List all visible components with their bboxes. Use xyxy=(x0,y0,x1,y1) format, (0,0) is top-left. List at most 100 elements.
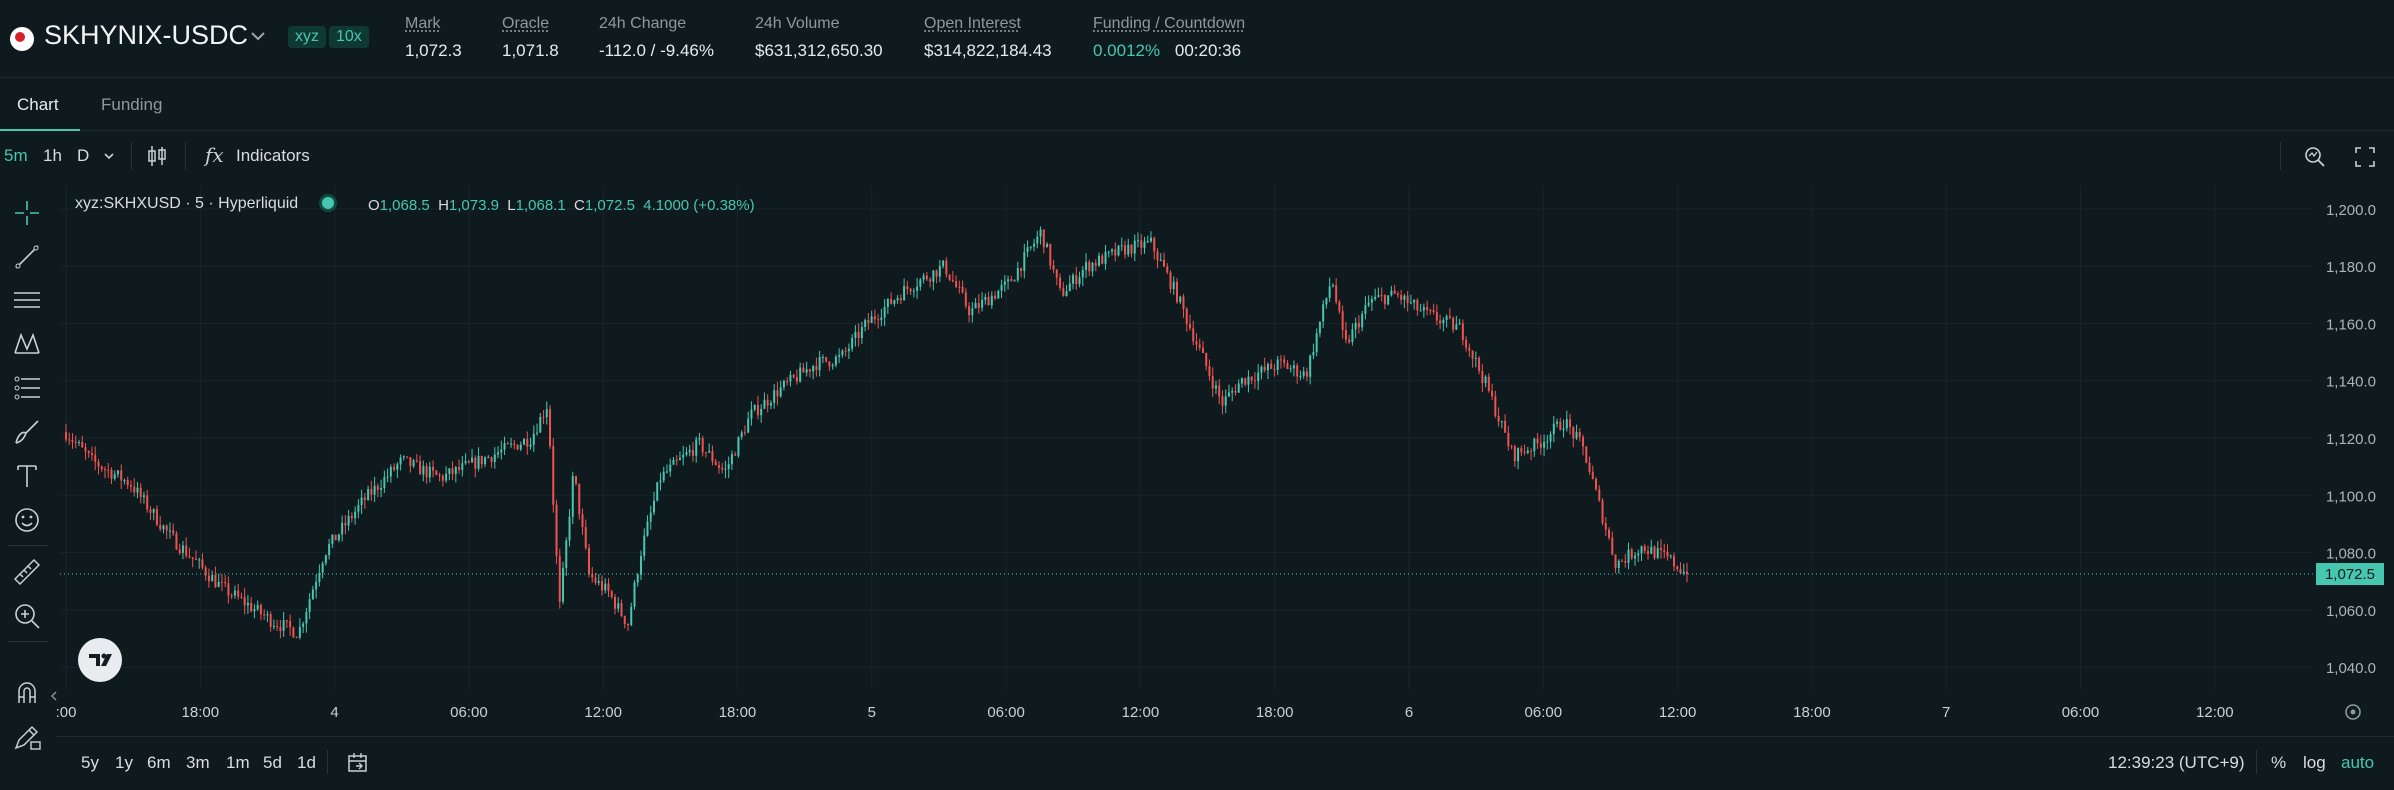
candle-body xyxy=(402,456,405,458)
parallel-channel-icon[interactable] xyxy=(12,285,42,315)
bottom-bar: 5y 1y 6m 3m 1m 5d 1d 12:39:23 (UTC+9) % … xyxy=(56,736,2394,790)
range-5d[interactable]: 5d xyxy=(263,753,282,772)
ruler-icon[interactable] xyxy=(12,557,42,587)
ohlc-low: 1,068.1 xyxy=(515,197,566,214)
candle-body xyxy=(1166,266,1169,273)
goto-date-icon[interactable] xyxy=(346,751,370,775)
x-tick-label: 06:00 xyxy=(2062,704,2100,721)
candle-body xyxy=(591,573,594,578)
candle-body xyxy=(1114,249,1117,256)
range-5y[interactable]: 5y xyxy=(81,753,99,772)
candle-body xyxy=(581,514,584,528)
ohlc-c-label: C xyxy=(574,197,585,214)
crosshair-icon[interactable] xyxy=(12,198,42,228)
candle-body xyxy=(1419,310,1422,312)
pattern-icon[interactable] xyxy=(12,329,42,359)
candle-body xyxy=(1452,317,1455,330)
range-1m[interactable]: 1m xyxy=(226,753,250,772)
lock-drawing-icon[interactable] xyxy=(12,722,42,752)
bottom-divider xyxy=(327,750,328,774)
x-tick-label: 18:00 xyxy=(719,704,757,721)
candle-body xyxy=(695,439,698,456)
candle-body xyxy=(737,437,740,456)
candle-body xyxy=(178,549,181,553)
candle-body xyxy=(1396,293,1399,295)
candle-body xyxy=(1461,323,1464,340)
candle-body xyxy=(181,545,184,553)
candle-body xyxy=(1390,290,1393,296)
candle-body xyxy=(756,404,759,416)
trendline-icon[interactable] xyxy=(12,242,42,272)
candle-body xyxy=(578,483,581,515)
ohlc-l-label: L xyxy=(507,197,516,214)
candle-body xyxy=(1185,309,1188,324)
zoom-in-icon[interactable] xyxy=(12,601,42,631)
tab-funding[interactable]: Funding xyxy=(101,95,163,114)
range-1d[interactable]: 1d xyxy=(297,753,316,772)
candle-body xyxy=(1565,419,1568,429)
collapse-toolbar-icon[interactable] xyxy=(50,690,58,702)
candle-body xyxy=(711,451,714,462)
candle-body xyxy=(220,581,223,583)
candle-body xyxy=(373,485,376,495)
axis-settings-icon[interactable] xyxy=(2345,704,2361,720)
timeframe-d[interactable]: D xyxy=(77,146,90,165)
fullscreen-icon[interactable] xyxy=(2353,145,2377,169)
candle-body xyxy=(1478,357,1481,371)
fx-icon[interactable]: fx xyxy=(205,143,224,167)
brush-icon[interactable] xyxy=(12,417,42,447)
chevron-down-icon[interactable] xyxy=(248,26,268,46)
candle-body xyxy=(1101,255,1104,264)
timeframe-chevron-icon[interactable] xyxy=(102,149,116,163)
candles-icon[interactable] xyxy=(146,144,168,168)
candle-body xyxy=(256,604,259,610)
indicators-button[interactable]: Indicators xyxy=(236,146,310,165)
candle-body xyxy=(1468,347,1471,351)
candle-body xyxy=(1588,462,1591,472)
ohlc-h-label: H xyxy=(438,197,449,214)
candle-body xyxy=(87,451,90,454)
x-tick-label: 06:00 xyxy=(450,704,488,721)
candle-body xyxy=(302,623,305,627)
candle-body xyxy=(1445,316,1448,321)
candle-body xyxy=(532,433,535,445)
candle-body xyxy=(230,595,233,597)
candle-body xyxy=(376,485,379,490)
candle-body xyxy=(1078,277,1081,285)
mark-value: 1,072.3 xyxy=(405,41,462,60)
range-1y[interactable]: 1y xyxy=(115,753,133,772)
chart-clock[interactable]: 12:39:23 (UTC+9) xyxy=(2108,753,2245,772)
tab-chart[interactable]: Chart xyxy=(17,95,59,114)
candle-body xyxy=(126,479,129,486)
auto-scale-toggle[interactable]: auto xyxy=(2341,753,2375,772)
tradingview-logo-icon[interactable] xyxy=(78,638,122,682)
log-scale-toggle[interactable]: log xyxy=(2303,753,2326,772)
candle-body xyxy=(1127,244,1130,255)
candle-body xyxy=(1325,297,1328,305)
timeframe-1h[interactable]: 1h xyxy=(43,146,62,165)
oracle-label: Oracle xyxy=(502,15,550,32)
candle-body xyxy=(1007,279,1010,282)
candle-body xyxy=(808,369,811,372)
candle-body xyxy=(396,464,399,470)
x-tick-label: 12:00 xyxy=(584,704,622,721)
candle-body xyxy=(1085,261,1088,270)
range-3m[interactable]: 3m xyxy=(186,753,210,772)
candle-body xyxy=(1270,363,1273,369)
range-6m[interactable]: 6m xyxy=(147,753,171,772)
percent-scale-toggle[interactable]: % xyxy=(2271,753,2287,772)
text-tool-icon[interactable] xyxy=(12,461,42,491)
candle-body xyxy=(237,590,240,597)
fib-retracement-icon[interactable] xyxy=(12,373,42,403)
candle-body xyxy=(659,480,662,483)
zoom-search-icon[interactable] xyxy=(2303,145,2327,169)
timeframe-5m[interactable]: 5m xyxy=(4,146,28,165)
candle-body xyxy=(123,479,126,481)
emoji-icon[interactable] xyxy=(12,505,42,535)
candle-body xyxy=(1208,365,1211,377)
market-symbol[interactable]: SKHYNIX-USDC xyxy=(44,20,249,50)
candle-body xyxy=(1510,446,1513,448)
candle-body xyxy=(1617,560,1620,568)
magnet-icon[interactable] xyxy=(12,677,42,707)
price-chart[interactable]: 1,200.0 1,180.0 1,160.0 1,140.0 1,120.0 1,100… xyxy=(0,0,2394,736)
